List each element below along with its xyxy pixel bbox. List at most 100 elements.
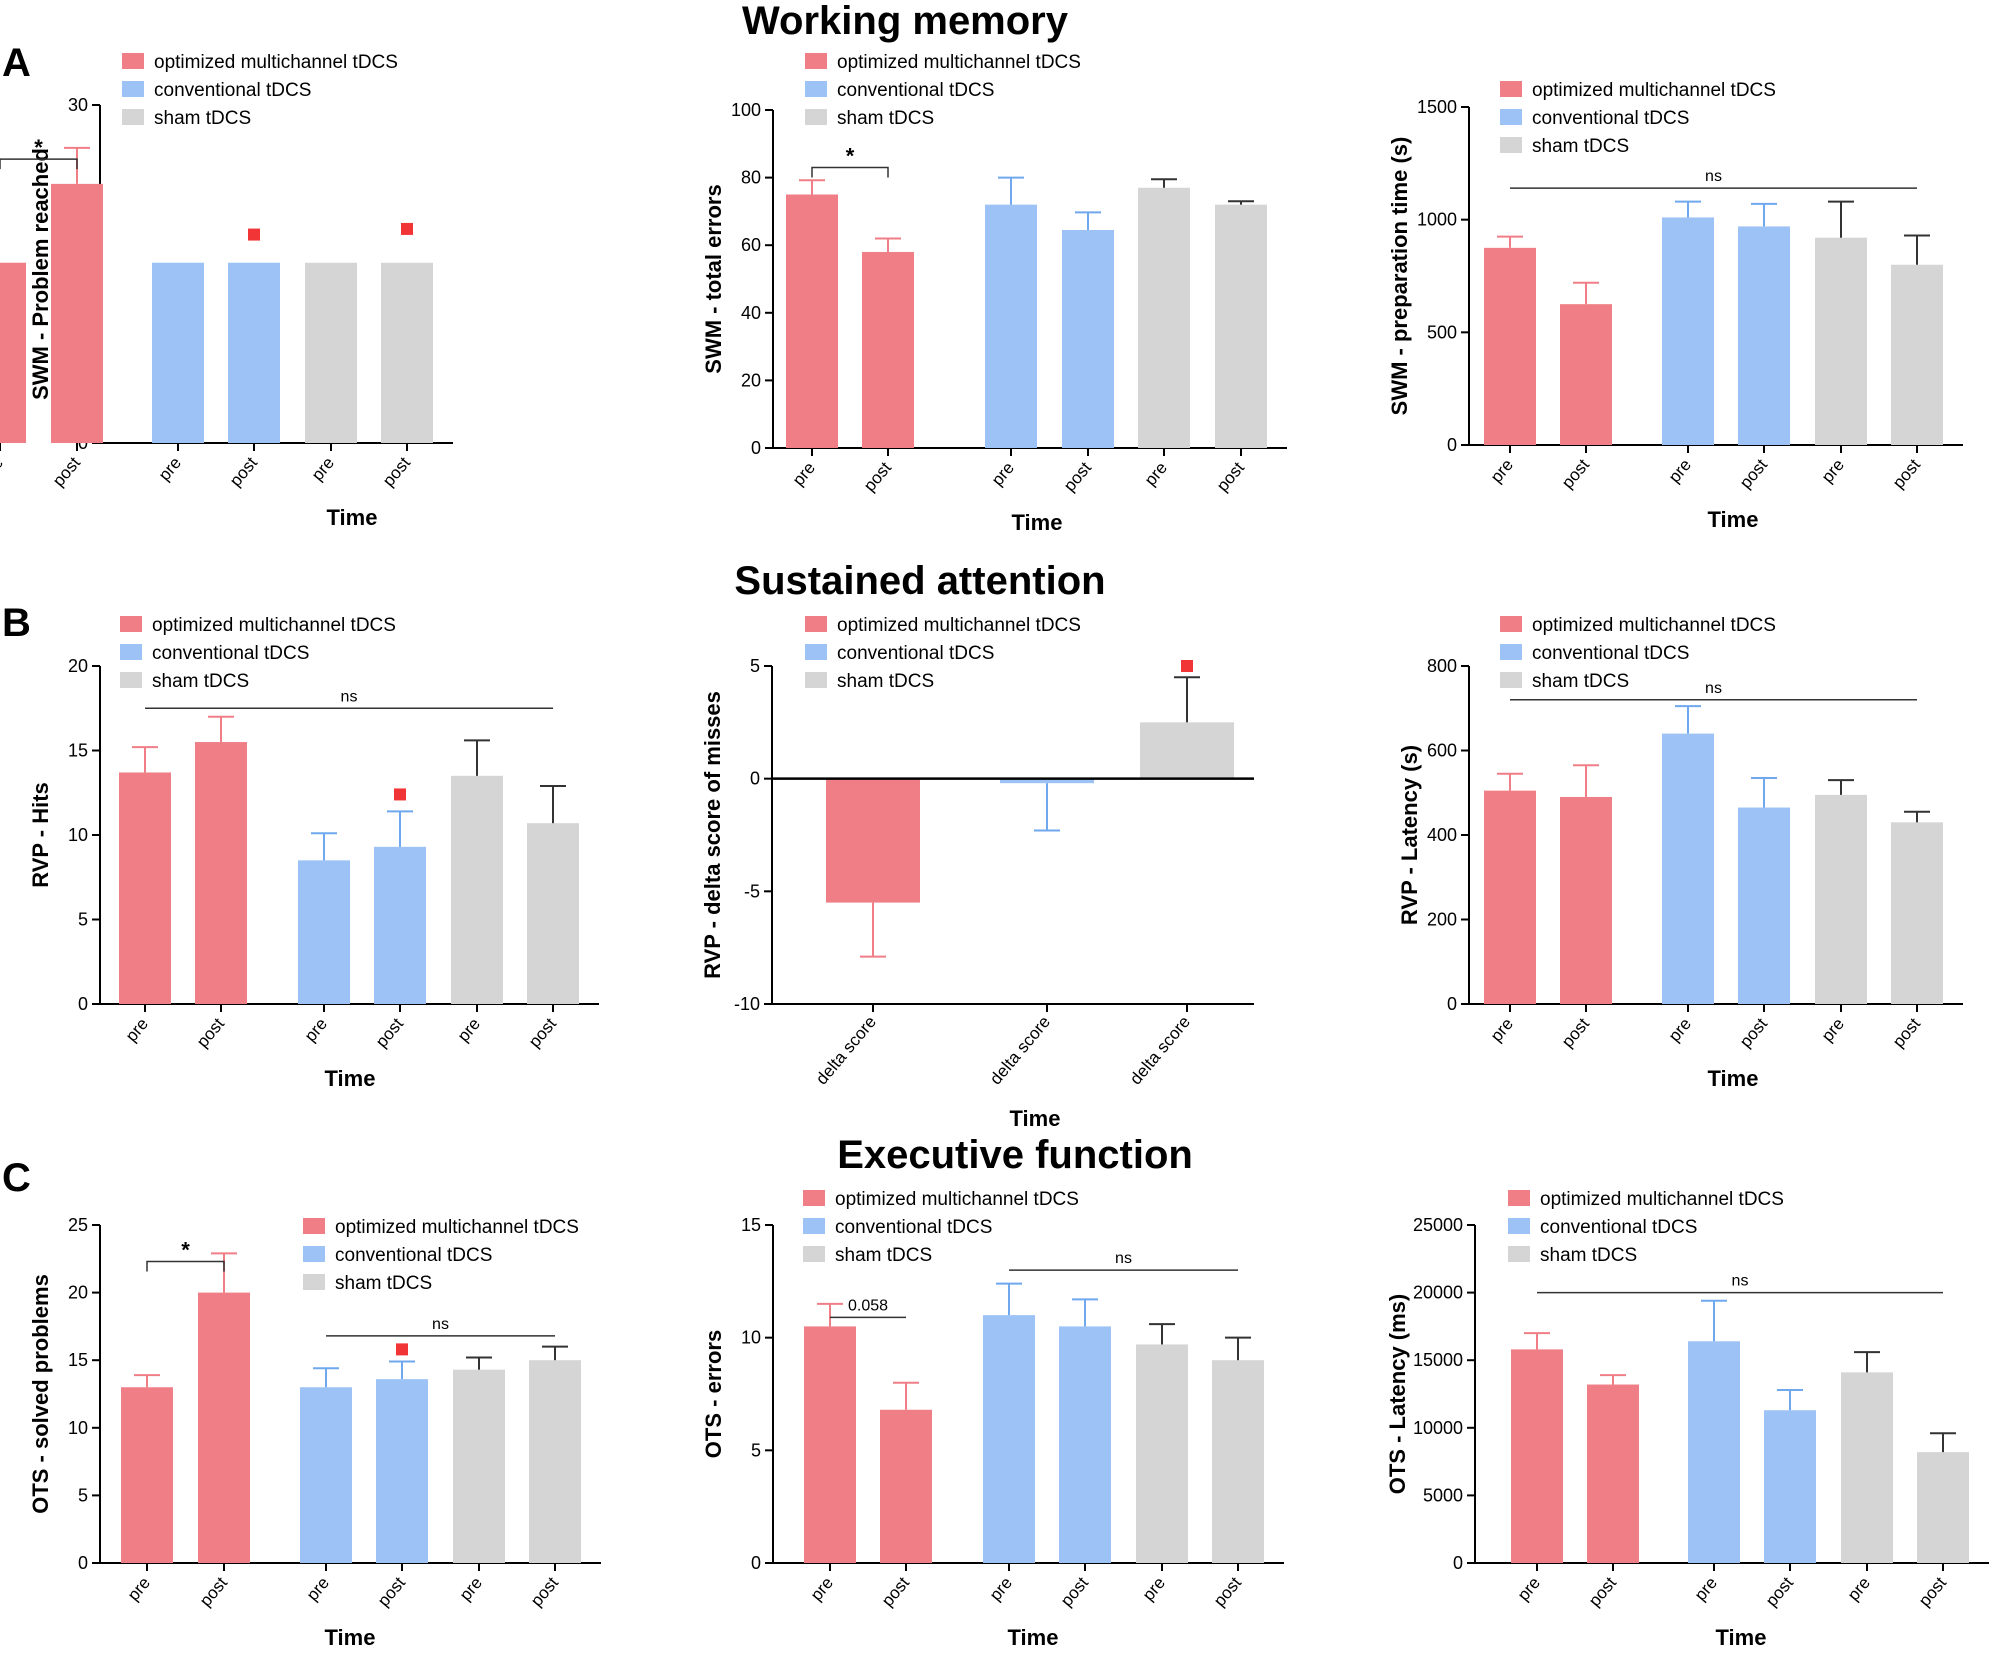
ots-latency-x-tick-label-4: pre <box>1844 1573 1874 1604</box>
swm-preparation-time-x-tick-label-5: post <box>1889 455 1924 492</box>
swm-total-errors-bar-2 <box>985 204 1037 448</box>
rvp-hits-y-tick-label-2: 10 <box>68 825 88 845</box>
ots-latency-legend-label-2: sham tDCS <box>1540 1245 1637 1266</box>
rvp-delta-misses-legend-swatch-1 <box>805 644 827 660</box>
ots-solved-problems-bar-5 <box>529 1360 581 1563</box>
rvp-latency-y-tick-label-1: 200 <box>1427 910 1457 930</box>
panel-letter-b: B <box>2 601 31 645</box>
ots-solved-problems-y-tick-label-4: 20 <box>68 1283 88 1303</box>
swm-problem-reached-bar-0 <box>0 262 26 443</box>
swm-problem-reached-x-tick-label-1: post <box>49 453 84 490</box>
rvp-hits-legend-label-1: conventional tDCS <box>152 643 309 664</box>
swm-problem-reached-x-tick-label-2: pre <box>155 453 185 484</box>
ots-errors-x-tick-label-4: pre <box>1139 1573 1169 1604</box>
panel-letter-c: C <box>2 1156 31 1200</box>
ots-errors-y-tick-label-1: 5 <box>751 1440 761 1460</box>
swm-total-errors-bracket-0 <box>811 166 889 178</box>
ots-errors-x-tick-label-2: pre <box>986 1573 1016 1604</box>
swm-preparation-time-legend-label-0: optimized multichannel tDCS <box>1532 80 1776 101</box>
rvp-hits-legend-swatch-0 <box>120 616 142 632</box>
rvp-latency-bar-2 <box>1662 733 1714 1004</box>
swm-problem-reached-bracket-0 <box>0 158 78 170</box>
ots-latency-y-tick-label-0: 0 <box>1453 1553 1463 1573</box>
ots-latency-y-tick-label-3: 15000 <box>1413 1350 1463 1370</box>
rvp-hits-y-tick-label-1: 5 <box>78 910 88 930</box>
swm-preparation-time-legend-swatch-0 <box>1500 81 1522 97</box>
swm-preparation-time-y-tick-label-0: 0 <box>1447 435 1457 455</box>
swm-total-errors-x-tick-label-2: pre <box>988 458 1018 489</box>
swm-preparation-time-legend-swatch-2 <box>1500 137 1522 153</box>
ots-solved-problems-bracket-label-1: ns <box>432 1316 449 1333</box>
swm-total-errors-x-tick-label-5: post <box>1213 458 1248 495</box>
swm-preparation-time-bar-1 <box>1560 304 1612 445</box>
rvp-latency-y-tick-label-0: 0 <box>1447 994 1457 1014</box>
ots-solved-problems-x-tick-label-0: pre <box>124 1573 154 1604</box>
ots-latency-x-tick-label-3: post <box>1762 1573 1797 1610</box>
ots-solved-problems-y-tick-label-0: 0 <box>78 1553 88 1573</box>
rvp-latency-legend-label-0: optimized multichannel tDCS <box>1532 615 1776 636</box>
rvp-delta-misses-x-tick-label-2: delta score <box>1126 1012 1194 1088</box>
rvp-hits-bar-1 <box>195 742 247 1004</box>
swm-total-errors-x-tick-label-3: post <box>1060 458 1095 495</box>
swm-total-errors-legend-swatch-0 <box>805 53 827 69</box>
ots-solved-problems-bracket-0 <box>146 1260 225 1272</box>
swm-problem-reached-legend-swatch-1 <box>122 81 144 97</box>
ots-solved-problems-bar-3 <box>376 1379 428 1563</box>
ots-latency-y-axis-title: OTS - Latency (ms) <box>1385 1294 1410 1494</box>
swm-preparation-time-x-tick-label-0: pre <box>1487 455 1517 486</box>
ots-errors-y-tick-label-2: 10 <box>741 1328 761 1348</box>
swm-total-errors-y-tick-label-4: 80 <box>741 168 761 188</box>
rvp-hits-bar-4 <box>451 775 503 1004</box>
rvp-hits-bar-0 <box>119 772 171 1004</box>
ots-solved-problems-legend-swatch-0 <box>303 1218 325 1234</box>
ots-errors-x-tick-label-3: post <box>1057 1573 1092 1610</box>
swm-problem-reached-x-tick-label-5: post <box>379 453 414 490</box>
ots-latency-y-tick-label-1: 5000 <box>1423 1485 1463 1505</box>
swm-total-errors-y-axis-title: SWM - total errors <box>701 184 726 373</box>
rvp-delta-misses-legend-swatch-2 <box>805 672 827 688</box>
rvp-latency-y-tick-label-4: 800 <box>1427 656 1457 676</box>
rvp-hits-legend-swatch-2 <box>120 672 142 688</box>
swm-preparation-time-x-axis-title: Time <box>1708 507 1759 532</box>
rvp-hits-bar-3 <box>374 846 426 1004</box>
swm-problem-reached-legend-label-2: sham tDCS <box>154 108 251 129</box>
swm-total-errors-x-tick-label-1: post <box>860 458 895 495</box>
ots-errors-bar-3 <box>1059 1326 1111 1563</box>
rvp-latency-bar-1 <box>1560 796 1612 1004</box>
rvp-delta-misses-y-tick-label-1: -5 <box>744 881 760 901</box>
ots-solved-problems-marker-0 <box>396 1343 408 1356</box>
rvp-latency-x-tick-label-0: pre <box>1487 1014 1517 1045</box>
ots-solved-problems-x-axis-title: Time <box>325 1625 376 1650</box>
rvp-latency-bracket-label-0: ns <box>1705 680 1722 697</box>
rvp-hits-legend-label-2: sham tDCS <box>152 671 249 692</box>
swm-preparation-time-legend-label-2: sham tDCS <box>1532 136 1629 157</box>
swm-preparation-time-y-tick-label-1: 500 <box>1427 322 1457 342</box>
rvp-latency-bar-0 <box>1484 790 1536 1004</box>
ots-errors-legend-label-0: optimized multichannel tDCS <box>835 1189 1079 1210</box>
chart-swm-problem-reached: 0102030SWM - Problem reachedprepostprepo… <box>0 52 453 530</box>
swm-problem-reached-x-tick-label-0: pre <box>0 453 7 484</box>
rvp-latency-x-tick-label-3: post <box>1736 1014 1771 1051</box>
ots-latency-bar-2 <box>1688 1341 1740 1563</box>
rvp-hits-y-axis-title: RVP - Hits <box>28 782 53 888</box>
ots-errors-bracket-label-0: 0.058 <box>848 1297 888 1314</box>
ots-latency-x-tick-label-5: post <box>1915 1573 1950 1610</box>
ots-latency-legend-label-0: optimized multichannel tDCS <box>1540 1189 1784 1210</box>
swm-total-errors-y-tick-label-3: 60 <box>741 235 761 255</box>
rvp-delta-misses-legend-swatch-0 <box>805 616 827 632</box>
swm-total-errors-y-tick-label-2: 40 <box>741 303 761 323</box>
rvp-delta-misses-marker-0 <box>1181 660 1193 672</box>
ots-solved-problems-bar-4 <box>453 1369 505 1563</box>
ots-solved-problems-y-axis-title: OTS - solved problems <box>28 1274 53 1514</box>
swm-preparation-time-y-tick-label-3: 1500 <box>1417 97 1457 117</box>
swm-total-errors-x-tick-label-0: pre <box>789 458 819 489</box>
rvp-delta-misses-y-tick-label-0: -10 <box>734 994 760 1014</box>
section-title-working-memory: Working memory <box>742 0 1069 43</box>
ots-latency-bracket-label-0: ns <box>1732 1273 1749 1290</box>
rvp-hits-y-tick-label-0: 0 <box>78 994 88 1014</box>
swm-preparation-time-legend-label-1: conventional tDCS <box>1532 108 1689 129</box>
swm-preparation-time-legend-swatch-1 <box>1500 109 1522 125</box>
swm-problem-reached-x-axis-title: Time <box>327 505 378 530</box>
ots-solved-problems-legend-label-1: conventional tDCS <box>335 1245 492 1266</box>
